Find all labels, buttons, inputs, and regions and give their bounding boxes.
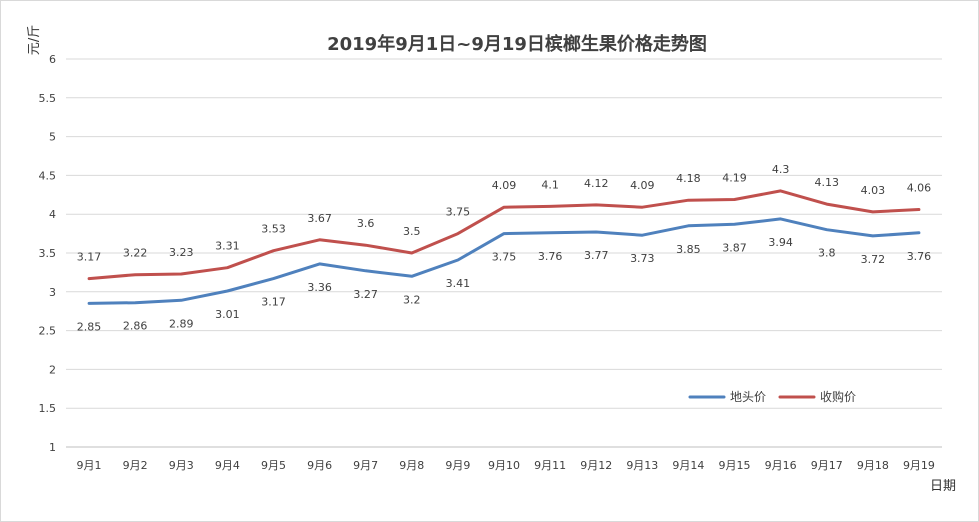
y-axis-ticks: 1 1.5 2 2.5 3 3.5 4 4.5 5 5.5 6 (39, 53, 57, 454)
series-line (87, 217, 921, 305)
x-tick-label: 9月11 (534, 459, 566, 472)
y-tick-label: 1.5 (39, 402, 57, 415)
x-tick-label: 9月17 (811, 459, 843, 472)
data-label: 3.53 (261, 223, 286, 236)
x-tick-label: 9月16 (765, 459, 797, 472)
data-label: 3.85 (676, 243, 701, 256)
series-line (87, 189, 921, 281)
data-label: 4.18 (676, 172, 701, 185)
x-axis-title: 日期 (930, 479, 956, 494)
y-tick-label: 2.5 (39, 325, 57, 338)
x-tick-label: 9月4 (215, 459, 240, 472)
y-tick-label: 3.5 (39, 247, 57, 260)
x-tick-label: 9月10 (488, 459, 520, 472)
y-tick-label: 6 (49, 53, 56, 66)
data-label: 3.23 (169, 246, 194, 259)
x-tick-label: 9月13 (626, 459, 658, 472)
data-label: 4.3 (772, 163, 790, 176)
data-label: 3.77 (584, 249, 609, 262)
legend-label: 地头价 (730, 390, 766, 404)
y-axis-title: 元/斤 (27, 25, 42, 55)
data-label: 3.22 (123, 247, 148, 260)
x-tick-label: 9月7 (353, 459, 378, 472)
x-tick-label: 9月1 (77, 459, 102, 472)
data-label: 4.13 (814, 176, 839, 189)
data-label: 4.19 (722, 171, 747, 184)
chart-title: 2019年9月1日~9月19日槟榔生果价格走势图 (327, 33, 707, 55)
x-tick-label: 9月9 (445, 459, 470, 472)
y-tick-label: 1 (49, 441, 56, 454)
data-label: 4.03 (861, 184, 886, 197)
x-tick-label: 9月6 (307, 459, 332, 472)
y-tick-label: 4 (49, 208, 56, 221)
series-lines (87, 189, 921, 305)
x-tick-label: 9月8 (399, 459, 424, 472)
legend-label: 收购价 (820, 389, 856, 404)
y-tick-label: 3 (49, 286, 56, 299)
data-label: 3.94 (768, 236, 793, 249)
data-label: 3.75 (492, 251, 517, 264)
x-tick-label: 9月18 (857, 459, 889, 472)
data-label: 2.86 (123, 320, 148, 333)
data-label: 4.06 (907, 182, 932, 195)
x-tick-label: 9月2 (123, 459, 148, 472)
legend: 地头价 收购价 (688, 389, 856, 404)
data-label: 3.87 (722, 241, 747, 254)
x-tick-label: 9月14 (672, 459, 704, 472)
data-label: 3.31 (215, 240, 240, 253)
data-label: 3.76 (538, 250, 563, 263)
data-label: 3.8 (818, 247, 836, 260)
data-label: 3.27 (353, 288, 378, 301)
data-label: 3.75 (446, 206, 471, 219)
data-label: 4.09 (630, 179, 655, 192)
x-tick-label: 9月19 (903, 459, 935, 472)
data-label: 3.41 (446, 277, 471, 290)
y-tick-label: 4.5 (39, 169, 57, 182)
gridlines (66, 58, 942, 448)
data-label: 2.85 (77, 320, 102, 333)
data-label: 3.2 (403, 293, 421, 306)
data-label: 4.09 (492, 179, 517, 192)
y-tick-label: 5 (49, 131, 56, 144)
data-label: 3.6 (357, 217, 375, 230)
data-label: 3.67 (307, 212, 332, 225)
y-tick-label: 5.5 (39, 92, 57, 105)
data-label: 3.17 (261, 296, 286, 309)
data-label: 3.01 (215, 308, 240, 321)
data-labels: 2.85 2.86 2.89 3.01 3.17 3.36 3.27 3.2 3.41 3.75 3… (77, 163, 931, 334)
x-tick-label: 9月12 (580, 459, 612, 472)
x-axis-ticks: 9月1 9月2 9月3 9月4 9月5 9月6 9月7 9月8 9月9 9月10 9月11 9月12 9… (77, 459, 935, 472)
y-tick-label: 2 (49, 363, 56, 376)
data-label: 3.73 (630, 252, 655, 265)
data-label: 3.17 (77, 251, 102, 264)
data-label: 2.89 (169, 317, 194, 330)
data-label: 4.12 (584, 177, 609, 190)
data-label: 3.5 (403, 225, 421, 238)
data-label: 4.1 (541, 178, 559, 191)
data-label: 3.72 (861, 253, 886, 266)
x-tick-label: 9月15 (719, 459, 751, 472)
data-label: 3.76 (907, 250, 932, 263)
data-label: 3.36 (307, 281, 332, 294)
x-tick-label: 9月3 (169, 459, 194, 472)
x-tick-label: 9月5 (261, 459, 286, 472)
